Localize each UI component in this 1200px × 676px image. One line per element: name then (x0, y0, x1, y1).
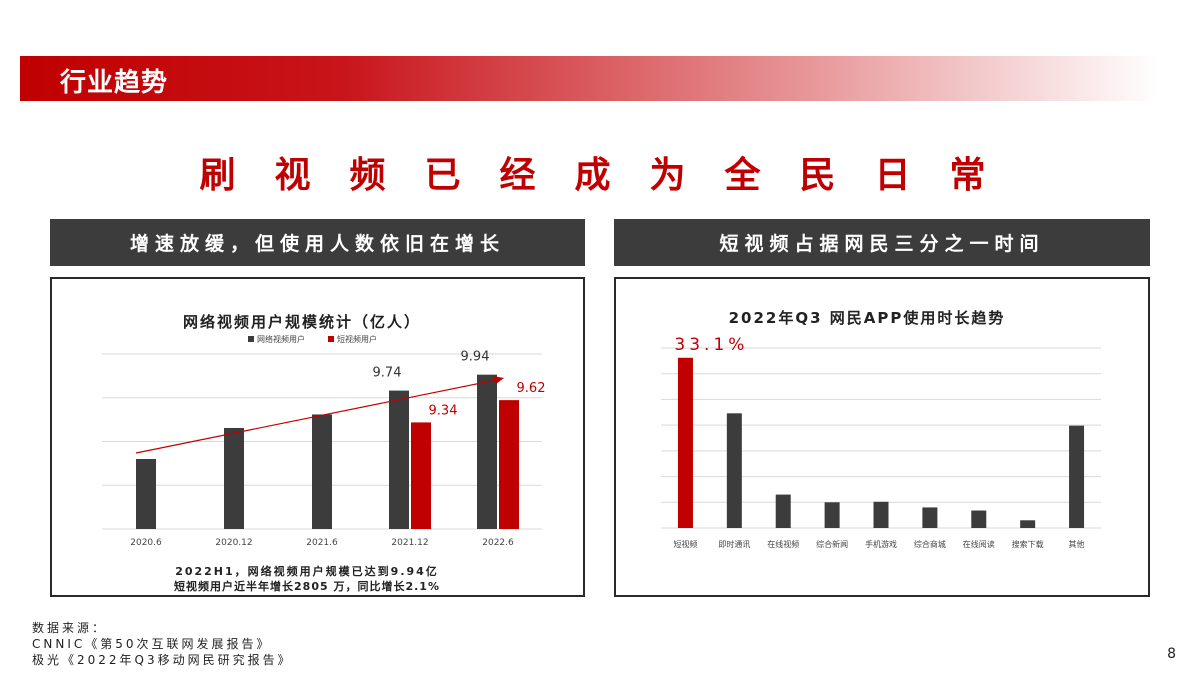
x-tick-label: 短视频 (673, 539, 697, 549)
app-time-bar (1069, 425, 1085, 528)
source-line2: 极光《2022年Q3移动网民研究报告》 (32, 653, 293, 667)
legend2-label: 短视频用户 (337, 334, 377, 344)
headline: 刷视频已经成为全民日常 (199, 155, 1025, 196)
highlight-data-label: 33.1% (674, 335, 748, 355)
x-tick-label: 2020.6 (130, 538, 162, 548)
app-time-bar (1020, 520, 1036, 528)
chart1-note-line2: 短视频用户近半年增长2805 万，同比增长2.1% (174, 579, 440, 593)
x-tick-label: 手机游戏 (865, 539, 897, 549)
legend1-swatch (248, 336, 254, 342)
app-time-chart: 2022年Q3 网民APP使用时长趋势 短视频 33.1% 即时通讯 在线视频 综合新闻… (661, 309, 1101, 549)
chart1-note-line1: 2022H1，网络视频用户规模已达到9.94亿 (175, 564, 439, 578)
left-chart-panel: 网络视频用户规模统计（亿人） 网络视频用户 短视频用户 2022H1，网络视频用… (50, 277, 585, 597)
app-time-bar (824, 502, 840, 528)
app-time-bar (726, 413, 742, 528)
video-users-chart: 网络视频用户规模统计（亿人） 网络视频用户 短视频用户 2022H1，网络视频用… (102, 313, 546, 593)
x-tick-label: 即时通讯 (718, 539, 750, 549)
x-tick-label: 综合新闻 (816, 539, 848, 549)
short-video-user-bar (499, 400, 519, 529)
video-user-bar (136, 459, 156, 529)
x-tick-label: 综合商城 (914, 539, 946, 549)
app-time-bar (922, 507, 938, 528)
section-banner: 行业趋势 (20, 56, 1160, 101)
video-user-bar (224, 427, 244, 529)
chart2-title: 2022年Q3 网民APP使用时长趋势 (729, 309, 1006, 327)
bar-data-label: 9.74 (373, 366, 402, 381)
source-line1: CNNIC《第50次互联网发展报告》 (32, 637, 272, 651)
app-time-bar (971, 510, 987, 528)
trend-arrow-line (135, 379, 497, 454)
x-tick-label: 在线阅读 (963, 539, 995, 549)
right-panel-header: 短视频占据网民三分之一时间 (614, 219, 1150, 266)
source-label: 数据来源： (32, 621, 108, 635)
data-source: 数据来源： CNNIC《第50次互联网发展报告》 极光《2022年Q3移动网民研… (32, 620, 293, 668)
page-number: 8 (1167, 646, 1176, 662)
bar-data-label: 9.94 (461, 350, 490, 365)
x-tick-label: 2020.12 (215, 538, 252, 548)
x-tick-label: 其他 (1069, 539, 1085, 549)
app-time-bar (677, 357, 693, 528)
short-video-user-bar (411, 422, 431, 529)
x-tick-label: 搜索下载 (1012, 539, 1044, 549)
left-panel-header: 增速放缓，但使用人数依旧在增长 (50, 219, 585, 266)
section-title: 行业趋势 (60, 68, 169, 98)
x-tick-label: 在线视频 (767, 539, 799, 549)
legend1-label: 网络视频用户 (257, 334, 305, 344)
bar-data-label: 9.62 (517, 381, 546, 396)
video-user-bar (312, 414, 332, 529)
bar-data-label: 9.34 (429, 403, 458, 418)
x-tick-label: 2021.12 (391, 538, 428, 548)
app-time-bar (775, 494, 791, 528)
chart1-title: 网络视频用户规模统计（亿人） (183, 313, 421, 331)
x-tick-label: 2021.6 (306, 538, 338, 548)
x-tick-label: 2022.6 (482, 538, 514, 548)
video-user-bar (389, 390, 409, 529)
trend-arrow-head (493, 376, 504, 384)
video-user-bar (477, 374, 497, 529)
right-chart-panel: 2022年Q3 网民APP使用时长趋势 短视频 33.1% 即时通讯 在线视频 综合新闻… (614, 277, 1150, 597)
app-time-bar (873, 501, 889, 528)
legend2-swatch (328, 336, 334, 342)
